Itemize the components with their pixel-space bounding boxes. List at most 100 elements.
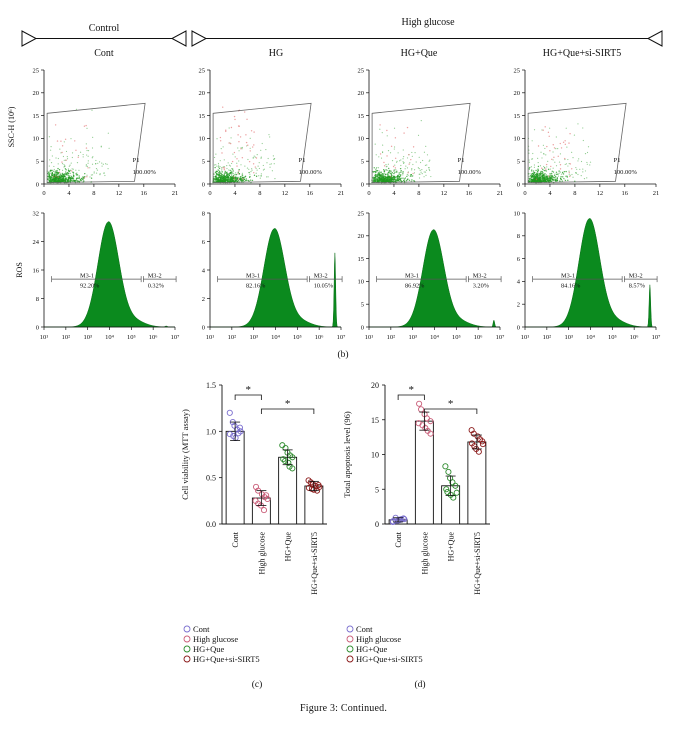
group-title-hg-que-si-sirt5: HG+Que+si-SIRT5 — [543, 48, 621, 59]
event-point — [238, 160, 240, 162]
event-point — [64, 168, 67, 170]
event-point — [232, 179, 235, 182]
event-point — [73, 179, 75, 182]
event-point — [83, 125, 86, 127]
event-point — [564, 175, 567, 177]
event-point — [544, 147, 546, 150]
data-point — [427, 430, 434, 437]
gate-m3-1-name: M3-1 — [405, 273, 419, 280]
y-tick-label: 1.0 — [206, 427, 216, 436]
event-point — [390, 177, 393, 179]
event-point — [564, 163, 566, 166]
event-point — [238, 173, 241, 175]
event-point — [238, 150, 240, 152]
event-point — [417, 134, 420, 136]
event-point — [86, 165, 89, 167]
event-point — [532, 152, 534, 155]
event-point — [391, 180, 393, 183]
event-point — [269, 166, 271, 168]
event-point — [553, 174, 556, 177]
gate-m3-1-percent: 86.92% — [405, 283, 425, 290]
event-point — [413, 169, 416, 171]
event-point — [569, 163, 572, 165]
event-point — [543, 167, 546, 169]
y-tick-label: 20 — [358, 233, 365, 240]
event-point — [236, 162, 238, 164]
event-point — [399, 160, 401, 162]
event-point — [400, 177, 402, 179]
event-point — [579, 168, 581, 170]
event-point — [72, 172, 75, 174]
event-point — [54, 172, 56, 174]
y-tick-label: 25 — [514, 67, 521, 74]
event-point — [533, 164, 536, 166]
event-point — [216, 173, 218, 175]
x-tick-label: 12 — [116, 190, 123, 197]
event-point — [538, 172, 540, 175]
event-point — [543, 165, 545, 168]
event-point — [262, 164, 264, 167]
event-point — [400, 164, 402, 167]
event-point — [225, 129, 227, 131]
event-point — [532, 180, 534, 183]
event-point — [219, 136, 222, 139]
y-tick-label: 32 — [33, 210, 40, 217]
event-point — [247, 144, 249, 146]
y-tick-label: 20 — [33, 90, 40, 97]
event-point — [402, 172, 404, 174]
event-point — [582, 168, 584, 170]
event-point — [554, 179, 556, 181]
event-point — [550, 177, 552, 179]
y-tick-label: 8 — [36, 296, 39, 303]
event-point — [549, 173, 551, 175]
event-point — [260, 175, 262, 177]
event-point — [409, 162, 411, 164]
event-point — [67, 168, 70, 170]
event-point — [397, 179, 399, 181]
event-point — [402, 177, 404, 179]
event-point — [528, 161, 531, 163]
event-point — [50, 180, 52, 182]
event-point — [428, 160, 430, 162]
x-tick-label: 4 — [233, 190, 237, 197]
event-point — [243, 178, 246, 181]
event-point — [253, 155, 255, 157]
event-point — [70, 162, 72, 164]
x-tick-label: 10³ — [564, 334, 573, 341]
event-point — [387, 180, 389, 182]
event-point — [99, 173, 101, 176]
x-tick-label: 4 — [67, 190, 71, 197]
event-point — [63, 175, 66, 178]
event-point — [420, 120, 422, 122]
event-point — [531, 140, 533, 142]
event-point — [249, 175, 251, 178]
event-point — [240, 164, 242, 166]
event-point — [218, 167, 221, 170]
gate-m3-2-name: M3-2 — [629, 273, 643, 280]
y-tick-label: 10 — [358, 279, 365, 286]
x-tick-label: 10⁴ — [586, 334, 596, 341]
event-point — [220, 148, 222, 150]
event-point — [577, 160, 579, 162]
legend-label: High glucose — [193, 634, 238, 644]
event-point — [396, 170, 398, 172]
event-point — [67, 172, 69, 174]
event-point — [227, 176, 229, 178]
event-point — [63, 163, 65, 166]
significance-bracket — [423, 408, 478, 414]
x-tick-label: 10⁵ — [452, 334, 461, 341]
y-tick-label: 5 — [361, 302, 364, 309]
event-point — [378, 174, 381, 176]
event-point — [48, 177, 50, 179]
event-point — [92, 136, 94, 139]
event-point — [231, 178, 234, 180]
event-point — [265, 148, 267, 151]
event-point — [542, 144, 545, 146]
x-tick-label: 0 — [367, 190, 370, 197]
event-point — [235, 173, 238, 176]
gate-percent-label: 100.00% — [458, 169, 482, 176]
x-tick-label: 10⁶ — [474, 334, 483, 341]
event-point — [222, 167, 224, 169]
event-point — [234, 118, 236, 121]
